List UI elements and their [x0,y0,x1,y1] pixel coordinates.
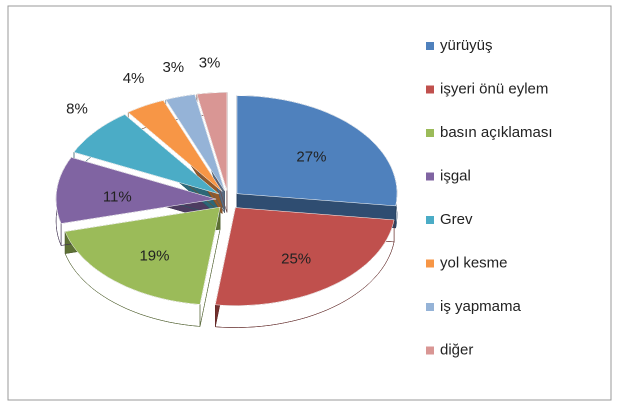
legend-label: Grev [440,211,473,228]
legend-swatch [426,172,434,181]
legend-swatch [426,216,434,224]
slice [127,100,223,192]
data-label: 8% [66,101,88,118]
legend-swatch [426,303,434,311]
data-label: 4% [123,70,145,87]
legend-swatch [426,259,434,268]
slice [55,157,217,224]
legend-label: işgal [440,167,471,184]
slice [214,207,395,306]
legend-swatch [426,42,434,50]
legend-label: işyeri önü eylem [440,80,548,97]
data-label: 25% [281,251,311,268]
legend-label: yol kesme [440,254,508,271]
legend-label: basın açıklaması [440,124,553,141]
data-labels: 27% 25% 19% 11% 8% 4% 3% 3% [66,54,326,267]
legend-swatch [426,129,434,137]
legend: yürüyüş işyeri önü eylem basın açıklaması i… [426,37,553,358]
data-label: 3% [199,54,221,71]
slice [64,206,221,305]
legend-label: diğer [440,341,473,358]
slice [196,92,228,191]
legend-label: yürüyüş [440,37,493,54]
pie-tops [55,92,398,306]
legend-label: iş yapmama [440,298,522,315]
data-label: 11% [103,188,132,205]
legend-swatch [426,346,434,355]
data-label: 27% [296,148,326,165]
data-label: 3% [162,59,184,76]
slice [165,94,225,191]
slice [73,114,219,195]
data-label: 19% [139,248,169,265]
legend-swatch [426,85,434,94]
slice [236,95,398,207]
